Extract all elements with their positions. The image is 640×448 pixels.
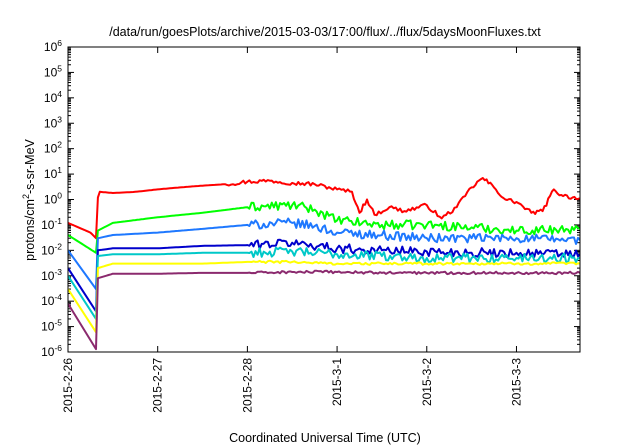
series-line-1 — [68, 177, 580, 240]
y-tick-label: 10-3 — [41, 267, 62, 283]
y-axis-label: protons/cm2-s-sr-MeV — [21, 138, 37, 260]
x-axis-ticks: 2015-2-26 2015-2-27 2015-2-28 2015-3-1 2015-… — [61, 47, 523, 413]
y-tick-label: 10-6 — [41, 343, 62, 359]
x-tick-label: 2015-2-28 — [240, 358, 254, 413]
chart-title: /data/run/goesPlots/archive/2015-03-03/1… — [109, 25, 541, 39]
y-tick-label: 10-4 — [41, 292, 62, 308]
series-line-4 — [68, 238, 580, 313]
x-tick-label: 2015-3-1 — [330, 358, 344, 406]
y-tick-label: 104 — [44, 89, 62, 105]
x-tick-label: 2015-3-2 — [420, 358, 434, 406]
y-axis-ticks: 10-6 10-5 10-4 10-3 10-2 10-1 100 101 102 103 104 1… — [41, 38, 580, 359]
data-series — [68, 177, 580, 351]
series-line-2 — [68, 201, 580, 254]
x-axis-label: Coordinated Universal Time (UTC) — [229, 431, 421, 445]
series-line-5 — [68, 246, 580, 320]
series-line-6 — [68, 259, 580, 334]
y-tick-label: 10-5 — [41, 318, 62, 334]
x-tick-label: 2015-2-26 — [61, 358, 75, 413]
y-tick-label: 102 — [44, 140, 62, 156]
x-tick-label: 2015-2-27 — [151, 358, 165, 413]
y-tick-label: 100 — [44, 191, 62, 207]
y-tick-label: 101 — [44, 165, 62, 181]
series-line-7 — [68, 269, 580, 351]
y-tick-label: 10-1 — [41, 216, 62, 232]
x-tick-label: 2015-3-3 — [509, 358, 523, 406]
y-tick-label: 10-2 — [41, 241, 62, 257]
y-tick-label: 103 — [44, 114, 62, 130]
y-tick-label: 106 — [44, 38, 62, 54]
plot-frame — [67, 46, 581, 353]
series-line-3 — [68, 217, 580, 290]
y-tick-label: 105 — [44, 63, 62, 79]
